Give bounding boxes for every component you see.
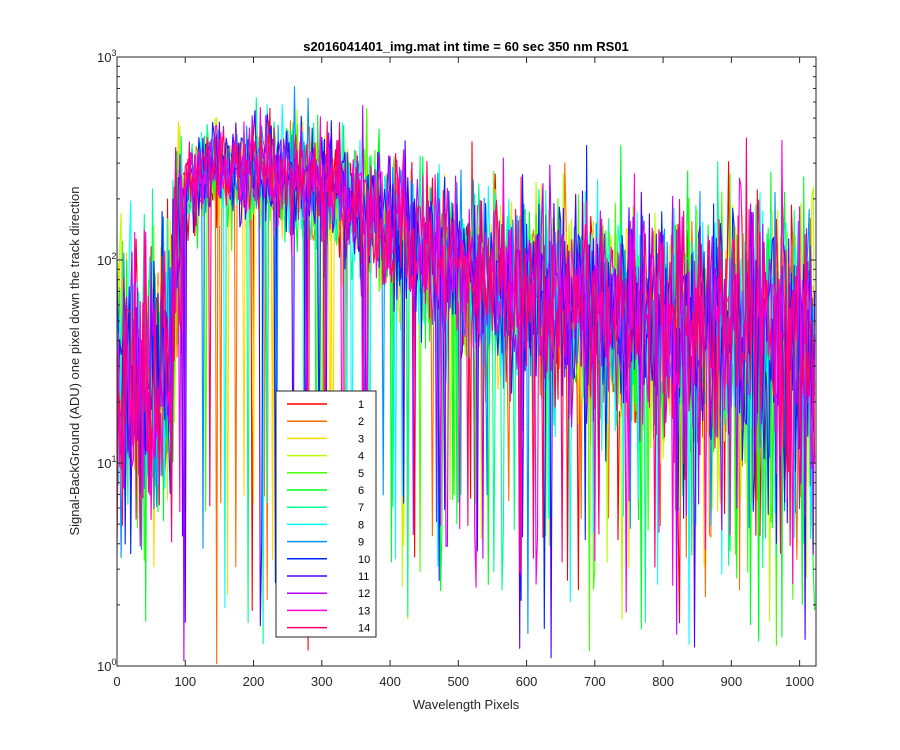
- x-axis-label: Wavelength Pixels: [413, 697, 520, 712]
- legend-label-10: 10: [358, 554, 370, 566]
- plot-frame: [116, 56, 817, 667]
- x-tick-label: 100: [174, 674, 196, 689]
- series-layer: [117, 85, 816, 665]
- y-axis-label: Signal-BackGround (ADU) one pixel down t…: [67, 186, 82, 535]
- x-tick-label: 200: [243, 674, 265, 689]
- legend-label-8: 8: [358, 519, 364, 531]
- legend-label-5: 5: [358, 468, 364, 480]
- legend-label-7: 7: [358, 502, 364, 514]
- legend-label-12: 12: [358, 588, 370, 600]
- x-tick-label: 1000: [785, 674, 814, 689]
- x-tick-label: 600: [516, 674, 538, 689]
- x-tick-label: 300: [311, 674, 333, 689]
- y-tick-label: 101: [97, 454, 116, 471]
- legend-label-2: 2: [358, 416, 364, 428]
- y-tick-label: 103: [97, 48, 116, 65]
- y-tick-label: 100: [97, 657, 116, 674]
- legend-label-6: 6: [358, 485, 364, 497]
- x-tick-label: 0: [113, 674, 120, 689]
- legend-box: [275, 390, 377, 638]
- x-tick-label: 500: [447, 674, 469, 689]
- legend-label-9: 9: [358, 537, 364, 549]
- x-tick-label: 400: [379, 674, 401, 689]
- x-tick-label: 900: [721, 674, 743, 689]
- legend-label-14: 14: [358, 623, 370, 635]
- tick-layer: 0 100 200 300 400 500 600 700 800 900 100010010110…: [97, 48, 816, 689]
- x-tick-label: 700: [584, 674, 606, 689]
- legend-label-11: 11: [358, 571, 369, 583]
- legend-label-3: 3: [358, 433, 364, 445]
- legend-label-4: 4: [358, 451, 364, 463]
- series-line-14: [117, 121, 816, 573]
- legend-label-1: 1: [358, 399, 364, 411]
- legend-label-13: 13: [358, 605, 370, 617]
- y-tick-label: 102: [97, 251, 116, 268]
- x-tick-label: 800: [652, 674, 674, 689]
- chart-title: s2016041401_img.mat int time = 60 sec 35…: [303, 39, 629, 54]
